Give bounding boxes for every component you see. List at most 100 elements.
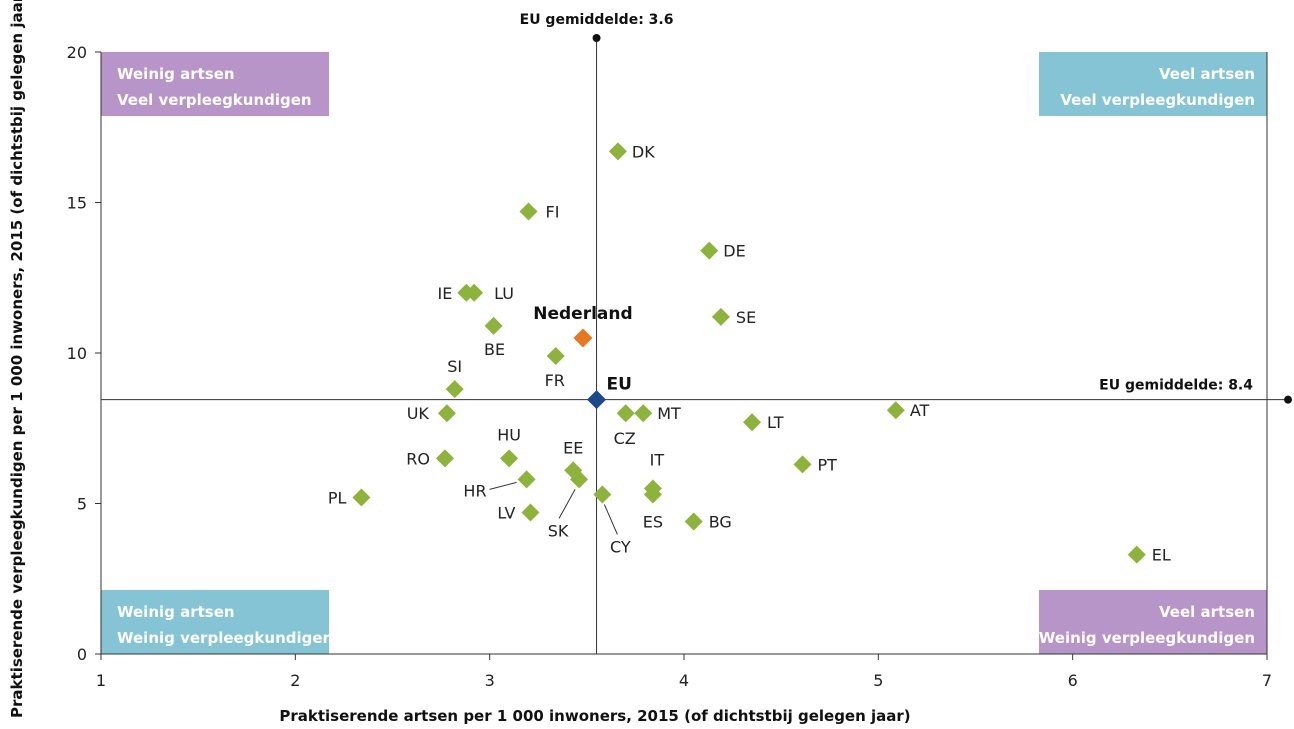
label-es: ES [643,512,663,531]
point-dk [608,142,627,161]
label-fi: FI [546,203,560,222]
data-labels: DK FI DE IE LU SE BE Nederland FR SI EU UK CZ MT AT LT H… [328,142,1171,564]
point-pt [793,455,812,474]
quadrant-bottom-left: Weinig artsen Weinig verpleegkundigen [101,590,333,654]
point-pl [352,488,371,507]
point-si [445,380,464,399]
label-ie: IE [438,284,453,303]
point-nederland [573,328,593,348]
eu-average-horizontal-marker [1284,395,1292,404]
point-be [484,316,503,335]
point-de [700,241,719,260]
point-lu [465,283,484,302]
label-lt: LT [767,413,784,432]
y-tick-label: 15 [67,194,87,213]
label-el: EL [1152,546,1171,565]
label-hr: HR [463,481,486,500]
label-ee: EE [563,438,583,457]
label-de: DE [723,242,745,261]
x-tick-label: 3 [485,671,495,690]
label-pt: PT [818,455,838,474]
label-cz: CZ [614,429,636,448]
leader-hr [489,481,517,490]
x-tick-label: 4 [679,671,689,690]
leader-sk [558,489,576,519]
point-es [643,485,662,504]
y-axis-title: Praktiserende verpleegkundigen per 1 000… [8,0,26,718]
label-leader-lines [489,481,618,535]
label-dk: DK [632,142,655,161]
y-ticks: 0 5 10 15 20 [67,43,101,664]
point-hu [500,449,519,468]
label-be: BE [484,340,505,359]
label-ro: RO [406,449,430,468]
quadrant-line1: Weinig artsen [117,65,235,83]
quadrant-line2: Veel verpleegkundigen [1060,91,1255,109]
label-bg: BG [709,513,732,532]
quadrant-box [1039,52,1267,116]
quadrant-top-left: Weinig artsen Veel verpleegkundigen [101,52,329,116]
label-sk: SK [548,521,569,540]
y-tick-label: 10 [67,344,87,363]
label-cy: CY [610,537,631,556]
x-axis-title: Praktiserende artsen per 1 000 inwoners,… [279,707,910,725]
label-pl: PL [328,488,347,507]
point-lv [521,503,540,522]
point-eu [587,390,607,410]
quadrant-line2: Weinig verpleegkundigen [1039,629,1255,647]
y-tick-label: 20 [67,43,87,62]
point-uk [437,404,456,423]
x-tick-label: 2 [290,671,300,690]
quadrant-box [101,590,329,654]
point-ro [435,449,454,468]
point-el [1127,545,1146,564]
quadrant-box [101,52,329,116]
label-mt: MT [657,404,681,423]
quadrant-line1: Veel artsen [1159,65,1255,83]
label-at: AT [910,401,930,420]
leader-cy [603,504,618,535]
label-fr: FR [545,371,565,390]
label-se: SE [736,308,756,327]
x-tick-label: 7 [1262,671,1272,690]
quadrant-line2: Veel verpleegkundigen [117,91,312,109]
x-ticks: 1 2 3 4 5 6 7 [96,654,1272,690]
point-fr [546,347,565,366]
x-tick-label: 6 [1068,671,1078,690]
point-cy [593,485,612,504]
quadrant-box [1039,590,1267,654]
label-hu: HU [497,425,521,444]
x-tick-label: 5 [873,671,883,690]
point-mt [634,404,653,423]
eu-average-vertical-marker [592,34,601,42]
label-it: IT [650,450,665,469]
label-nederland: Nederland [533,304,632,324]
label-eu: EU [607,375,632,395]
point-se [711,307,730,326]
eu-average-x-label: EU gemiddelde: 3.6 [520,12,674,28]
point-hr [517,470,536,489]
quadrant-line1: Veel artsen [1159,603,1255,621]
label-uk: UK [407,404,430,423]
label-lu: LU [494,284,514,303]
point-cz [616,404,635,423]
axes: 1 2 3 4 5 6 7 0 5 10 15 20 Praktiserende artsen pe… [8,0,1272,725]
y-tick-label: 0 [77,645,87,664]
eu-average-y-label: EU gemiddelde: 8.4 [1099,378,1253,394]
y-tick-label: 5 [77,495,87,514]
point-bg [684,512,703,531]
average-lines: EU gemiddelde: 3.6 EU gemiddelde: 8.4 [101,12,1292,654]
quadrant-line1: Weinig artsen [117,603,235,621]
label-lv: LV [497,504,515,523]
point-lt [743,413,762,432]
data-points [352,142,1146,564]
quadrant-bottom-right: Veel artsen Weinig verpleegkundigen [1039,590,1267,654]
point-at [886,401,905,420]
x-tick-label: 1 [96,671,106,690]
label-si: SI [447,357,462,376]
quadrant-top-right: Veel artsen Veel verpleegkundigen [1039,52,1267,116]
quadrant-line2: Weinig verpleegkundigen [117,629,333,647]
